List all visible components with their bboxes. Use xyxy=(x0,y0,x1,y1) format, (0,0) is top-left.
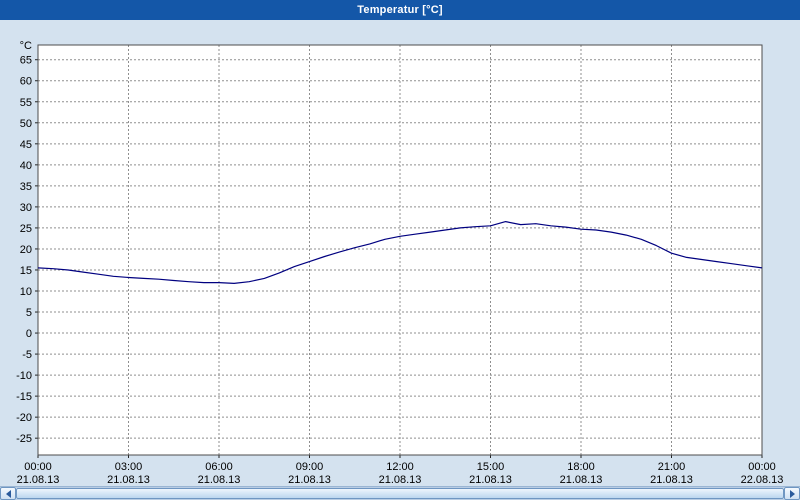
scrollbar-right-button[interactable] xyxy=(784,487,800,500)
x-tick-date-label: 21.08.13 xyxy=(560,474,603,486)
x-tick-time-label: 15:00 xyxy=(477,461,505,473)
y-tick-label: 50 xyxy=(20,118,32,130)
arrow-left-icon xyxy=(5,489,11,498)
scrollbar-track[interactable] xyxy=(16,487,784,500)
x-tick-time-label: 06:00 xyxy=(205,461,233,473)
y-tick-label: 10 xyxy=(20,286,32,298)
y-tick-label: 0 xyxy=(26,328,32,340)
x-tick-date-label: 21.08.13 xyxy=(198,474,241,486)
x-tick-date-label: 21.08.13 xyxy=(107,474,150,486)
horizontal-scrollbar[interactable] xyxy=(0,486,800,500)
y-tick-label: 20 xyxy=(20,244,32,256)
y-tick-label: 15 xyxy=(20,265,32,277)
y-tick-label: -25 xyxy=(16,433,32,445)
window-title-bar: Temperatur [°C] xyxy=(0,0,800,20)
y-tick-label: 30 xyxy=(20,202,32,214)
arrow-right-icon xyxy=(789,489,795,498)
x-tick-time-label: 03:00 xyxy=(115,461,143,473)
x-tick-time-label: 09:00 xyxy=(296,461,324,473)
x-tick-date-label: 21.08.13 xyxy=(288,474,331,486)
y-tick-label: -5 xyxy=(22,349,32,361)
y-tick-label: 5 xyxy=(26,307,32,319)
y-tick-label: 60 xyxy=(20,76,32,88)
x-tick-time-label: 00:00 xyxy=(24,461,52,473)
y-tick-label: -10 xyxy=(16,370,32,382)
scrollbar-thumb[interactable] xyxy=(16,488,784,499)
y-tick-label: 45 xyxy=(20,139,32,151)
y-axis-unit-label: °C xyxy=(20,40,32,52)
y-tick-label: 35 xyxy=(20,181,32,193)
x-tick-time-label: 18:00 xyxy=(567,461,595,473)
y-tick-label: 55 xyxy=(20,97,32,109)
y-tick-label: 25 xyxy=(20,223,32,235)
x-tick-time-label: 12:00 xyxy=(386,461,414,473)
scrollbar-left-button[interactable] xyxy=(0,487,16,500)
x-tick-date-label: 22.08.13 xyxy=(741,474,784,486)
x-tick-date-label: 21.08.13 xyxy=(17,474,60,486)
x-tick-date-label: 21.08.13 xyxy=(650,474,693,486)
y-tick-label: 65 xyxy=(20,55,32,67)
x-tick-date-label: 21.08.13 xyxy=(379,474,422,486)
chart-container: 65 60 55 50 45 40 35 30 25 20 15 10 5 0 -5 -10 -15 -20 -25… xyxy=(0,20,800,486)
y-tick-label: -20 xyxy=(16,412,32,424)
y-tick-label: -15 xyxy=(16,391,32,403)
window-title: Temperatur [°C] xyxy=(357,4,443,16)
temperature-line xyxy=(37,221,763,284)
temperature-chart: 65605550454035302520151050-5-10-15-20-25… xyxy=(16,40,784,486)
y-tick-label: 40 xyxy=(20,160,32,172)
x-tick-time-label: 21:00 xyxy=(658,461,686,473)
x-tick-date-label: 21.08.13 xyxy=(469,474,512,486)
plot-border xyxy=(37,44,763,456)
x-tick-time-label: 00:00 xyxy=(748,461,776,473)
